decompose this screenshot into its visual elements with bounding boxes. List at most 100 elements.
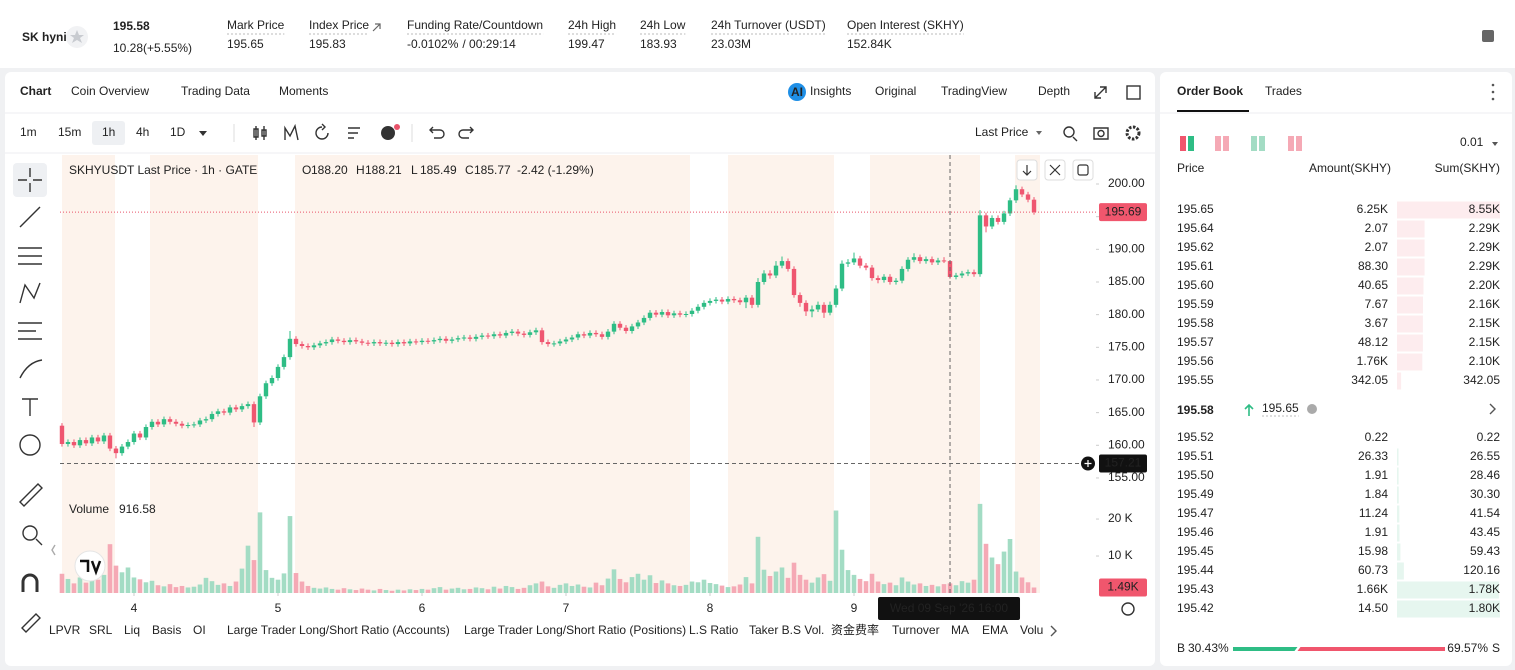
ob-price[interactable]: 195.42: [1177, 601, 1214, 615]
volume-tag-label: 1.49K: [1107, 580, 1138, 594]
ob-tab[interactable]: Order Book: [1177, 84, 1243, 98]
ob-price[interactable]: 195.52: [1177, 430, 1214, 444]
tool-magnet[interactable]: [21, 573, 39, 592]
tool-pattern[interactable]: [19, 282, 41, 304]
ob-precision[interactable]: 0.01: [1460, 135, 1484, 149]
indicator[interactable]: EMA: [982, 623, 1008, 637]
chart-tab[interactable]: Moments: [279, 84, 328, 98]
ob-view-icon[interactable]: [1215, 136, 1221, 151]
ob-view-icon[interactable]: [1180, 136, 1186, 151]
indicator-icon[interactable]: [284, 123, 299, 141]
indicator[interactable]: Liq: [124, 623, 140, 637]
ob-price[interactable]: 195.61: [1177, 259, 1214, 273]
tool-crosshair[interactable]: [18, 168, 42, 192]
ob-price[interactable]: 195.50: [1177, 468, 1214, 482]
template-icon[interactable]: [348, 127, 360, 139]
indicator[interactable]: Large Trader Long/Short Ratio (Positions…: [464, 623, 686, 637]
search-icon[interactable]: [1063, 126, 1078, 142]
candle-body: [929, 259, 935, 263]
view-tab[interactable]: Original: [875, 84, 916, 98]
indicator[interactable]: Large Trader Long/Short Ratio (Accounts): [227, 623, 450, 637]
more-indicators[interactable]: [1050, 625, 1057, 637]
chart-tab[interactable]: Chart: [20, 84, 51, 98]
indicator[interactable]: MA: [951, 623, 969, 637]
indicator[interactable]: OI: [193, 623, 206, 637]
volume-bar: [473, 587, 479, 593]
ob-price[interactable]: 195.59: [1177, 297, 1214, 311]
settings-icon[interactable]: [1125, 125, 1141, 141]
interval[interactable]: 15m: [58, 125, 81, 139]
chart-tab[interactable]: Coin Overview: [71, 84, 149, 98]
tool-emoji[interactable]: [19, 434, 41, 456]
interval[interactable]: 1h: [102, 125, 115, 139]
volume-bar: [743, 577, 749, 593]
undo-icon[interactable]: [429, 126, 445, 139]
camera-icon[interactable]: [1093, 127, 1109, 140]
ob-price[interactable]: 195.45: [1177, 544, 1214, 558]
replay-icon[interactable]: [315, 123, 329, 140]
indicator[interactable]: SRL: [89, 623, 113, 637]
volume-bar: [485, 589, 491, 593]
redo-icon[interactable]: [458, 126, 474, 139]
indicator[interactable]: Turnover: [892, 623, 940, 637]
view-tab[interactable]: Insights: [810, 84, 851, 98]
ob-price[interactable]: 195.51: [1177, 449, 1214, 463]
ob-price[interactable]: 195.64: [1177, 221, 1214, 235]
logo: SK hynix: [22, 30, 74, 44]
chart-button[interactable]: [1072, 159, 1094, 181]
tool-zoom[interactable]: [22, 525, 43, 546]
indicator[interactable]: L.S Ratio: [689, 623, 739, 637]
candle-body: [695, 306, 701, 311]
layout-button[interactable]: [1126, 85, 1141, 100]
view-tab[interactable]: Depth: [1038, 84, 1070, 98]
tool-text[interactable]: [22, 398, 38, 416]
ob-price[interactable]: 195.49: [1177, 487, 1214, 501]
ob-price[interactable]: 195.47: [1177, 506, 1214, 520]
indicator[interactable]: Taker B.S Vol.: [749, 623, 824, 637]
indicator[interactable]: LPVR: [49, 623, 81, 637]
volume-bar: [191, 586, 197, 593]
candle-body: [977, 215, 983, 275]
ob-view-icon[interactable]: [1288, 136, 1294, 151]
chevron[interactable]: [1489, 403, 1496, 415]
ob-price[interactable]: 195.43: [1177, 582, 1214, 596]
dropdown-arrow[interactable]: [199, 131, 207, 136]
ob-price[interactable]: 195.57: [1177, 335, 1214, 349]
ob-price[interactable]: 195.65: [1177, 202, 1214, 216]
interval[interactable]: 1m: [20, 125, 37, 139]
indicator[interactable]: 资金费率: [831, 622, 879, 637]
interval[interactable]: 1D: [170, 125, 186, 139]
ob-price[interactable]: 195.46: [1177, 525, 1214, 539]
interval[interactable]: 4h: [136, 125, 149, 139]
chart-tab[interactable]: Trading Data: [181, 84, 250, 98]
tool-pencil[interactable]: [21, 613, 41, 633]
ob-price[interactable]: 195.56: [1177, 354, 1214, 368]
expand-icon[interactable]: [1094, 86, 1107, 99]
candle-body: [1025, 194, 1031, 200]
ob-price[interactable]: 195.58: [1177, 316, 1214, 330]
axis-settings[interactable]: [1121, 602, 1135, 616]
tool-measure[interactable]: [19, 483, 43, 507]
notes-button[interactable]: [1482, 30, 1494, 42]
candle-body: [305, 346, 311, 348]
ob-price[interactable]: 195.55: [1177, 373, 1214, 387]
ob-price[interactable]: 195.62: [1177, 240, 1214, 254]
price-source[interactable]: Last Price: [975, 125, 1029, 139]
tool-trendline[interactable]: [19, 206, 41, 228]
session-shade: [870, 155, 980, 593]
candle-type-icon[interactable]: [253, 126, 267, 140]
tool-brush[interactable]: [19, 359, 43, 379]
view-tab[interactable]: TradingView: [941, 84, 1007, 98]
ob-view-icon[interactable]: [1251, 136, 1257, 151]
tool-hlines[interactable]: [18, 247, 42, 265]
ob-price[interactable]: 195.60: [1177, 278, 1214, 292]
alert-icon[interactable]: [381, 126, 395, 140]
volume-bar: [371, 590, 377, 593]
ob-tab[interactable]: Trades: [1265, 84, 1302, 98]
volume-bar: [821, 574, 827, 593]
indicator[interactable]: Volu: [1020, 623, 1043, 637]
collapse-arrow[interactable]: [51, 544, 56, 556]
indicator[interactable]: Basis: [152, 623, 181, 637]
ob-price[interactable]: 195.44: [1177, 563, 1214, 577]
tool-fib[interactable]: [18, 322, 42, 340]
